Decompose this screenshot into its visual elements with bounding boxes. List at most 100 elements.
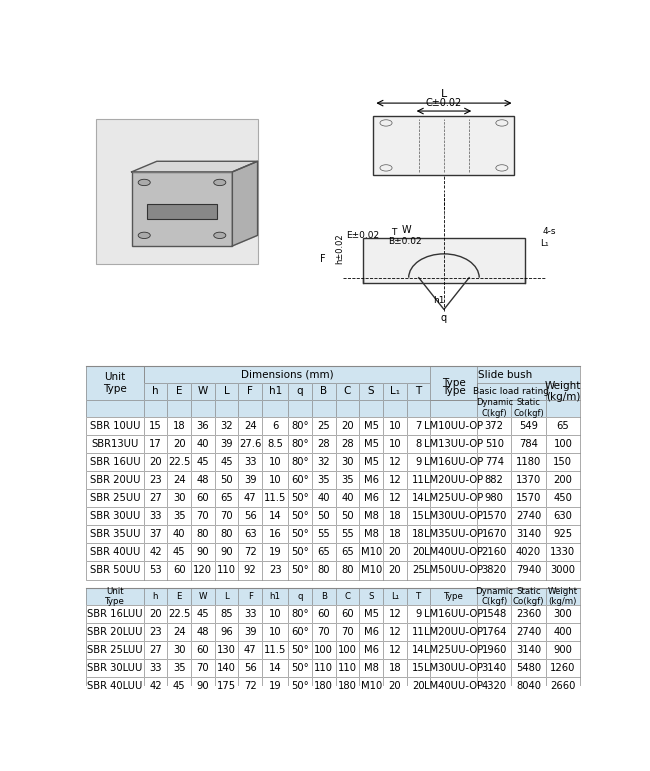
Bar <box>239 677 262 695</box>
Text: 180: 180 <box>338 682 357 692</box>
Bar <box>288 383 312 399</box>
Bar <box>288 525 312 544</box>
Bar <box>86 641 144 659</box>
Text: Basic load rating: Basic load rating <box>473 387 549 396</box>
Bar <box>512 659 546 677</box>
Bar <box>262 489 288 507</box>
Bar <box>359 489 383 507</box>
Bar <box>512 605 546 623</box>
Text: LM13UU-OP: LM13UU-OP <box>424 439 484 449</box>
Bar <box>312 605 335 623</box>
Bar <box>214 605 239 623</box>
Circle shape <box>138 232 150 238</box>
Bar <box>167 489 191 507</box>
Bar <box>262 641 288 659</box>
Bar <box>86 605 144 623</box>
Text: 70: 70 <box>196 663 209 673</box>
Bar <box>214 659 239 677</box>
Bar <box>407 544 430 561</box>
Text: E: E <box>176 386 183 396</box>
Bar <box>167 641 191 659</box>
Bar <box>359 659 383 677</box>
Bar <box>512 453 546 471</box>
Text: 48: 48 <box>196 627 209 637</box>
Bar <box>512 416 546 435</box>
Bar <box>407 471 430 489</box>
Bar <box>383 383 407 399</box>
Bar <box>144 641 167 659</box>
Bar <box>407 561 430 580</box>
Text: 14: 14 <box>269 511 281 521</box>
Bar <box>512 544 546 561</box>
Text: 20: 20 <box>412 547 425 557</box>
Text: 32: 32 <box>317 457 330 466</box>
Bar <box>312 623 335 641</box>
Bar <box>191 605 214 623</box>
Bar <box>167 544 191 561</box>
Bar <box>262 416 288 435</box>
Bar <box>239 453 262 471</box>
Bar <box>430 525 477 544</box>
Bar <box>407 588 430 605</box>
Text: 40: 40 <box>318 493 330 503</box>
Bar <box>312 489 335 507</box>
Text: C±0.02: C±0.02 <box>426 98 462 108</box>
Text: 1570: 1570 <box>516 493 541 503</box>
Bar <box>477 561 512 580</box>
Bar <box>191 544 214 561</box>
Bar <box>86 471 144 489</box>
Text: Type: Type <box>442 378 465 388</box>
Bar <box>383 561 407 580</box>
Text: 100: 100 <box>338 645 357 655</box>
Bar <box>407 489 430 507</box>
Bar <box>430 525 477 544</box>
Bar <box>359 561 383 580</box>
Text: SBR 20UU: SBR 20UU <box>90 475 140 485</box>
Text: T: T <box>416 592 421 601</box>
Bar <box>512 489 546 507</box>
Bar <box>214 561 239 580</box>
Text: 90: 90 <box>196 682 209 692</box>
Bar <box>312 641 335 659</box>
Text: W: W <box>199 592 207 601</box>
Text: 7940: 7940 <box>516 565 541 575</box>
Bar <box>512 561 546 580</box>
Bar <box>477 677 512 695</box>
Bar <box>288 399 312 416</box>
Bar <box>546 435 580 453</box>
Bar <box>86 525 144 544</box>
Bar <box>312 399 335 416</box>
Text: 10: 10 <box>269 627 281 637</box>
Bar <box>359 453 383 471</box>
Bar <box>546 605 580 623</box>
Bar <box>214 383 239 399</box>
Bar <box>335 525 359 544</box>
Text: 60: 60 <box>341 609 354 619</box>
Bar <box>512 641 546 659</box>
Bar <box>144 525 167 544</box>
Bar <box>312 399 335 416</box>
Bar <box>214 489 239 507</box>
Bar <box>86 399 144 416</box>
Text: 35: 35 <box>341 475 354 485</box>
Text: 42: 42 <box>149 682 162 692</box>
Bar <box>383 659 407 677</box>
Text: 25: 25 <box>317 421 330 431</box>
Text: LM30UU-OP: LM30UU-OP <box>424 511 483 521</box>
Text: M5: M5 <box>363 609 379 619</box>
Text: 39: 39 <box>244 475 257 485</box>
Bar <box>239 383 262 399</box>
Bar <box>407 525 430 544</box>
Text: 7: 7 <box>415 421 422 431</box>
Text: L₁: L₁ <box>390 386 400 396</box>
Bar <box>239 588 262 605</box>
Bar <box>383 525 407 544</box>
Bar <box>239 399 262 416</box>
Bar <box>546 383 580 399</box>
Bar <box>144 383 167 399</box>
Bar <box>335 544 359 561</box>
Bar <box>546 677 580 695</box>
Bar <box>312 561 335 580</box>
Text: 60°: 60° <box>291 475 309 485</box>
Bar <box>383 525 407 544</box>
